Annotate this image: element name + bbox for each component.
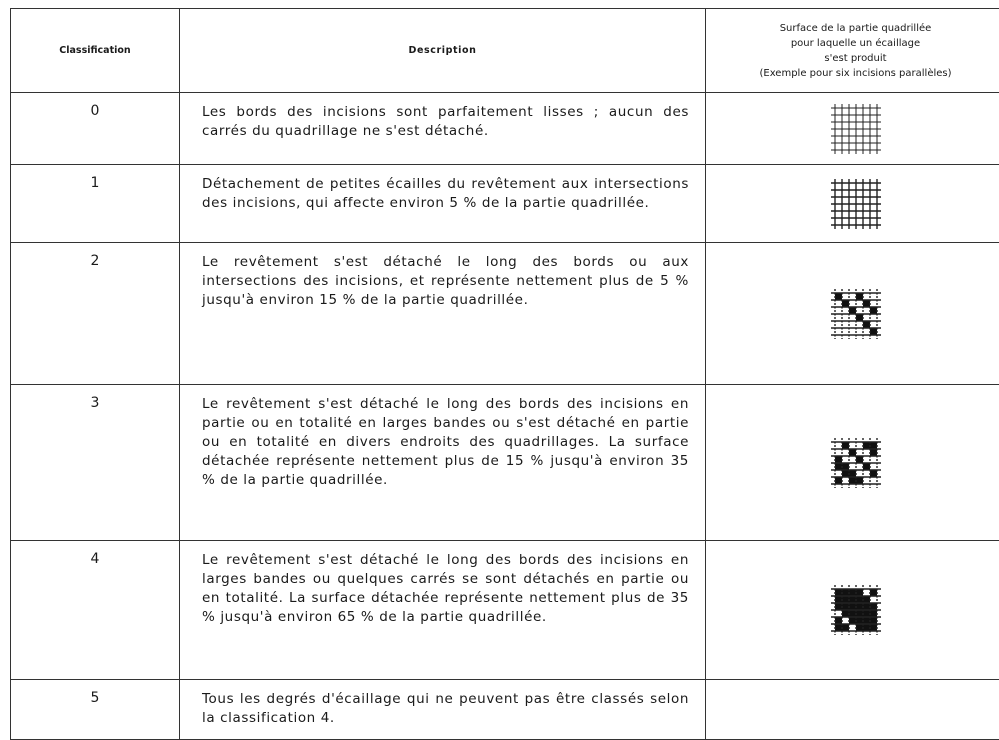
- classification-cell: 2: [10, 243, 180, 385]
- header-line: s'est produit: [824, 52, 887, 64]
- crosshatch-example: [830, 103, 881, 154]
- surface-cell: [706, 243, 999, 385]
- description-cell: Détachement de petites écailles du revêt…: [180, 165, 706, 243]
- header-line: (Exemple pour six incisions parallèles): [759, 67, 952, 79]
- header-line: pour laquelle un écaillage: [790, 37, 921, 49]
- crosshatch-example: [830, 178, 881, 229]
- description-cell: Le revêtement s'est détaché le long des …: [180, 385, 706, 541]
- header-line: Surface de la partie quadrillée: [779, 22, 932, 34]
- description-cell: Le revêtement s'est détaché le long des …: [180, 243, 706, 385]
- surface-cell: [706, 541, 999, 680]
- classification-cell: 0: [10, 93, 180, 165]
- description-cell: Tous les degrés d'écaillage qui ne peuve…: [180, 680, 706, 740]
- surface-cell: [706, 165, 999, 243]
- description-cell: Le revêtement s'est détaché le long des …: [180, 541, 706, 680]
- header-cell: Classification: [10, 8, 180, 93]
- header-cell: Description: [180, 8, 706, 93]
- surface-cell: [706, 93, 999, 165]
- crosshatch-example: [830, 437, 881, 488]
- classification-cell: 4: [10, 541, 180, 680]
- header-cell: Surface de la partie quadrillée pour laqu…: [706, 8, 999, 93]
- classification-cell: 5: [10, 680, 180, 740]
- classification-cell: 1: [10, 165, 180, 243]
- description-cell: Les bords des incisions sont parfaitemen…: [180, 93, 706, 165]
- crosshatch-example: [830, 288, 881, 339]
- surface-cell: [706, 680, 999, 740]
- crosshatch-example: [830, 585, 881, 635]
- surface-cell: [706, 385, 999, 541]
- classification-cell: 3: [10, 385, 180, 541]
